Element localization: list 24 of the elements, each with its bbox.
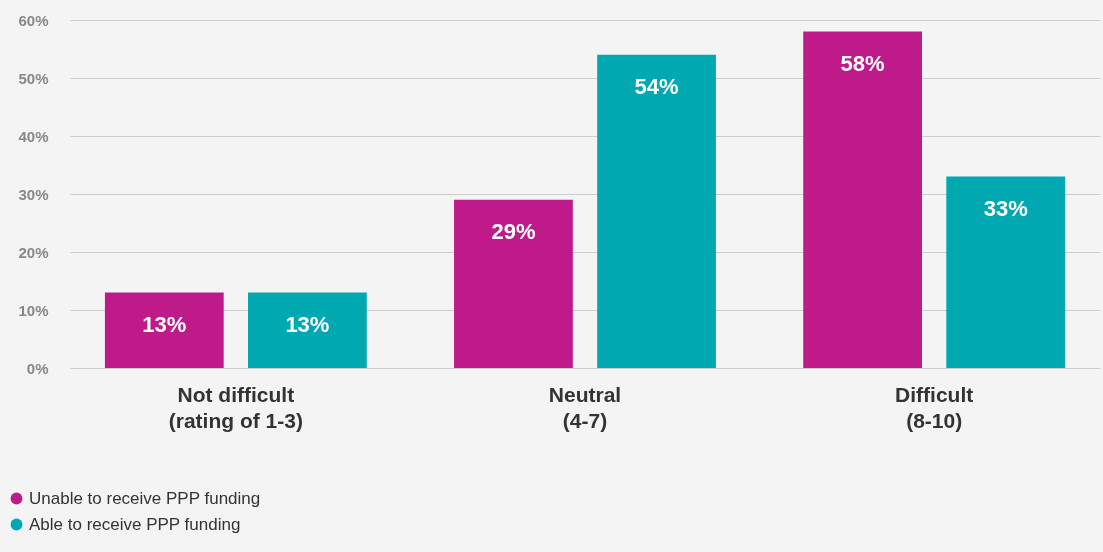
legend-label: Able to receive PPP funding xyxy=(29,514,241,534)
data-label: 13% xyxy=(285,311,330,337)
data-label: 33% xyxy=(983,195,1028,221)
data-label: 58% xyxy=(840,50,885,76)
bar xyxy=(454,199,573,368)
data-label: 13% xyxy=(142,311,187,337)
x-tick-label: Not difficult (rating of 1-3) xyxy=(168,382,303,432)
legend-label: Unable to receive PPP funding xyxy=(29,488,261,508)
y-tick-label: 10% xyxy=(18,301,49,319)
y-tick-label: 20% xyxy=(18,243,49,261)
bar xyxy=(104,292,224,368)
y-tick-label: 60% xyxy=(18,11,49,29)
bar xyxy=(597,54,716,368)
data-label: 29% xyxy=(491,218,536,244)
y-tick-label: 50% xyxy=(18,69,49,87)
y-tick-label: 30% xyxy=(18,185,49,203)
y-tick-label: 40% xyxy=(18,127,49,145)
bar xyxy=(248,292,367,368)
x-tick-label: Difficult (8-10) xyxy=(895,382,974,432)
x-tick-label: Neutral (4-7) xyxy=(548,382,622,432)
y-tick-label: 0% xyxy=(26,359,49,377)
data-label: 54% xyxy=(634,73,679,99)
bar xyxy=(946,176,1066,368)
bar xyxy=(803,31,922,368)
